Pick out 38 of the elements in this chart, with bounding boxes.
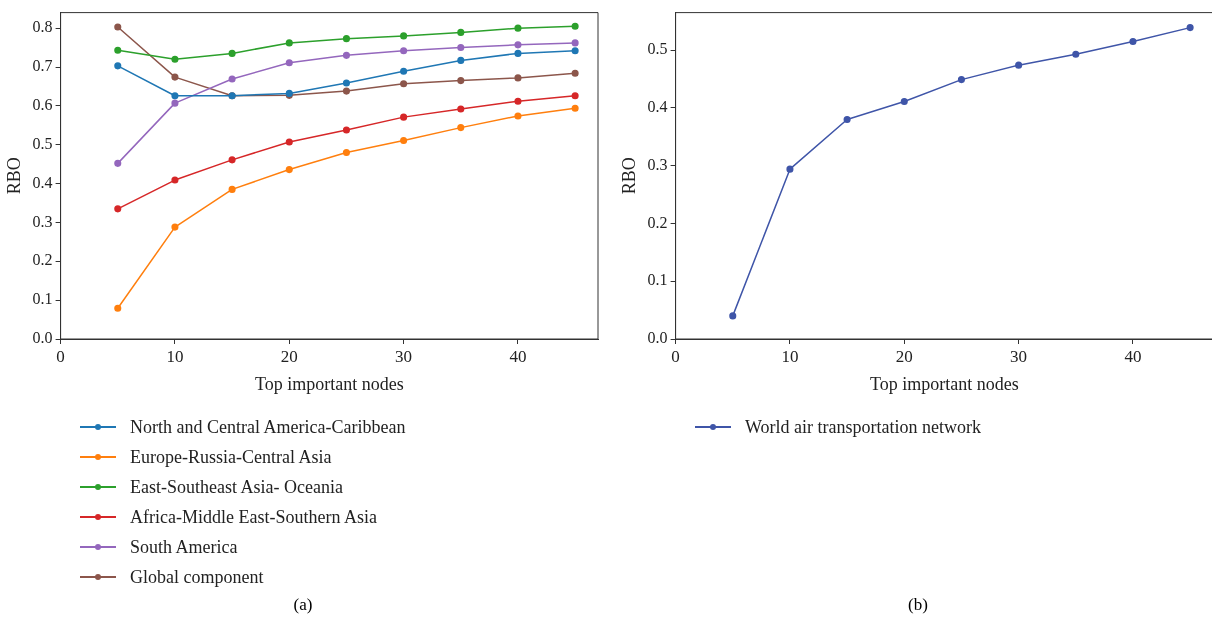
y-tick-label: 0.0 — [32, 329, 53, 347]
legend-label: Global component — [130, 566, 264, 588]
x-tick-label: 30 — [1010, 346, 1028, 366]
x-tick-label: 0 — [56, 346, 65, 366]
y-tick-label: 0.6 — [32, 96, 53, 114]
x-tick-label: 0 — [671, 346, 680, 366]
y-axis-title: RBO — [3, 157, 24, 195]
y-tick-label: 0.4 — [647, 98, 668, 116]
y-axis-title: RBO — [618, 157, 639, 195]
y-tick-label: 0.3 — [32, 212, 53, 230]
legend-label: South America — [130, 536, 238, 558]
y-tick-label: 0.0 — [647, 329, 668, 347]
x-axis-title: Top important nodes — [254, 373, 404, 394]
y-tick-label: 0.5 — [32, 134, 53, 152]
y-tick-label: 0.1 — [647, 271, 668, 289]
y-tick-label: 0.8 — [32, 18, 53, 36]
legend-label: World air transportation network — [745, 416, 981, 438]
y-tick-label: 0.2 — [647, 213, 668, 231]
y-tick-label: 0.5 — [647, 40, 668, 58]
x-tick-label: 20 — [280, 346, 298, 366]
legend-label: North and Central America-Caribbean — [130, 416, 406, 438]
x-tick-label: 10 — [166, 346, 184, 366]
y-tick-label: 0.3 — [647, 155, 668, 173]
legend-label: Europe-Russia-Central Asia — [130, 446, 332, 468]
text: (b) — [907, 595, 929, 615]
legend-label: Africa-Middle East-Southern Asia — [130, 506, 377, 528]
text: (a) — [292, 595, 314, 615]
y-tick-label: 0.7 — [32, 57, 53, 75]
x-tick-label: 40 — [509, 346, 527, 366]
y-tick-label: 0.1 — [32, 290, 53, 308]
x-tick-label: 40 — [1124, 346, 1142, 366]
y-tick-label: 0.4 — [32, 173, 53, 191]
x-axis-title: Top important nodes — [869, 373, 1019, 394]
x-tick-label: 20 — [895, 346, 913, 366]
x-tick-label: 10 — [781, 346, 799, 366]
legend-label: East-Southeast Asia- Oceania — [130, 476, 343, 498]
x-tick-label: 30 — [395, 346, 413, 366]
y-tick-label: 0.2 — [32, 251, 53, 269]
